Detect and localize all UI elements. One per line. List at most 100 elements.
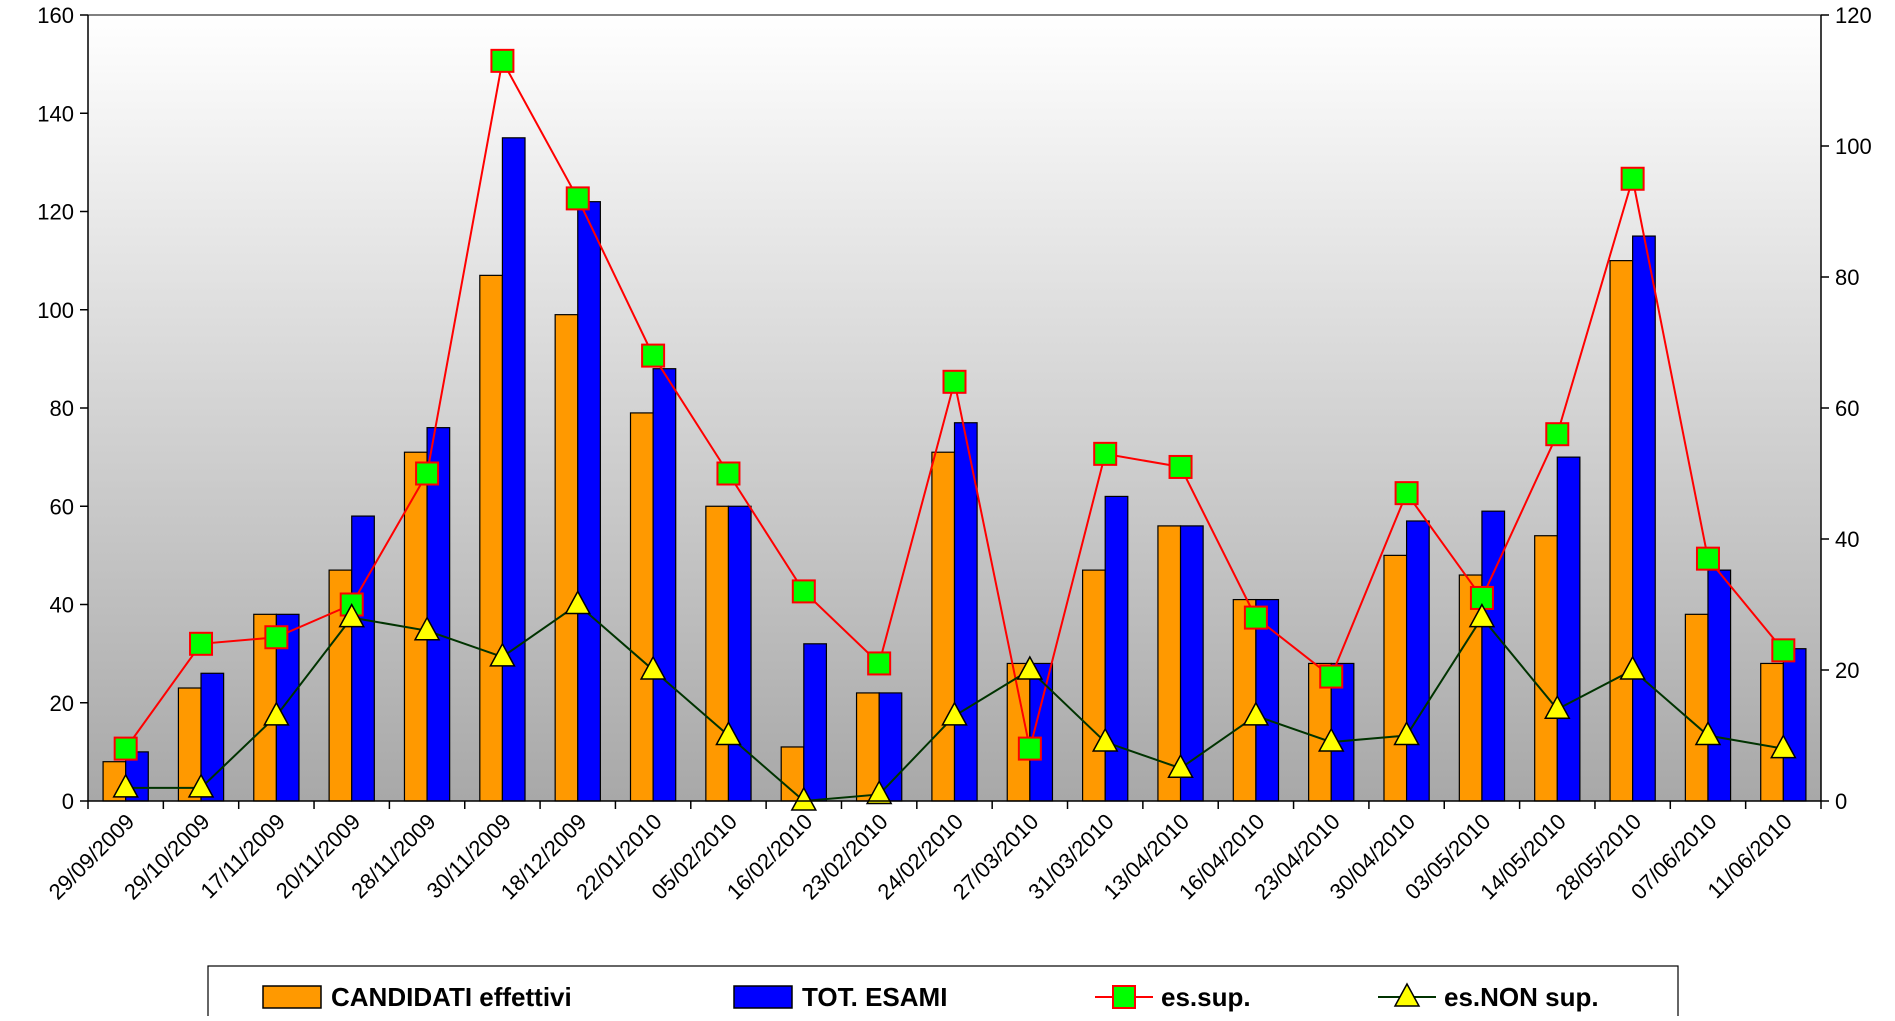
- point-es-non-sup: [1544, 694, 1571, 720]
- y-left-tick-label: 80: [50, 396, 74, 421]
- lines-layer: [112, 48, 1797, 811]
- y-left-tick-label: 120: [37, 200, 74, 225]
- point-es-sup: [565, 186, 590, 211]
- point-es-non-sup: [112, 773, 139, 798]
- y-right-tick-label: 100: [1835, 134, 1872, 159]
- bar-tot-esami: [727, 505, 752, 802]
- bar-tot-esami: [501, 137, 526, 802]
- y-left-tick-label: 160: [37, 3, 74, 28]
- bar-candidati: [1534, 535, 1558, 802]
- bar-tot-esami: [1782, 648, 1807, 802]
- point-es-sup: [1545, 422, 1570, 447]
- bar-tot-esami: [1632, 235, 1656, 802]
- point-es-sup: [1017, 736, 1042, 761]
- point-es-sup: [490, 48, 515, 73]
- bar-tot-esami: [1405, 520, 1430, 802]
- point-es-non-sup: [1242, 701, 1270, 726]
- point-es-sup: [189, 631, 214, 656]
- point-es-sup: [716, 461, 741, 486]
- bar-candidati: [479, 274, 504, 802]
- point-es-non-sup: [564, 589, 592, 615]
- legend-swatch-candidati: [262, 985, 322, 1009]
- point-es-non-sup: [865, 779, 893, 805]
- point-es-sup: [1319, 664, 1344, 689]
- bar-tot-esami: [1104, 495, 1129, 802]
- legend-label-candidati: CANDIDATI effettivi: [331, 982, 572, 1012]
- point-es-sup: [264, 625, 289, 650]
- point-es-sup: [791, 579, 816, 604]
- point-es-non-sup: [187, 773, 215, 798]
- y-left-tick-label: 40: [50, 593, 74, 618]
- point-es-non-sup: [489, 642, 516, 667]
- y-left-tick-label: 60: [50, 494, 74, 519]
- point-es-non-sup: [715, 720, 742, 746]
- bar-tot-esami: [652, 368, 677, 802]
- point-es-non-sup: [338, 603, 365, 628]
- bar-candidati: [1760, 662, 1784, 802]
- bar-candidati: [1081, 569, 1106, 802]
- bar-tot-esami: [1255, 598, 1280, 802]
- y-right-tick-label: 20: [1835, 658, 1859, 683]
- legend-swatch-tot-esami: [733, 985, 793, 1009]
- y-left-tick-label: 0: [62, 789, 74, 814]
- y-right-tick-label: 120: [1835, 3, 1872, 28]
- point-es-sup: [1243, 605, 1268, 630]
- point-es-sup: [1168, 454, 1193, 479]
- bar-candidati: [705, 505, 730, 802]
- y-left-tick-label: 140: [37, 101, 74, 126]
- legend-label-es-non-sup: es.NON sup.: [1444, 982, 1599, 1012]
- bar-candidati: [931, 451, 956, 802]
- y-right-tick-label: 40: [1835, 527, 1859, 552]
- bar-candidati: [1157, 525, 1182, 802]
- bar-candidati: [1383, 554, 1408, 802]
- bar-candidati: [855, 692, 880, 802]
- y-right-tick-label: 80: [1835, 265, 1859, 290]
- bar-candidati: [1232, 598, 1257, 802]
- point-es-non-sup: [1167, 753, 1194, 778]
- point-es-sup: [942, 369, 967, 394]
- point-es-non-sup: [1393, 720, 1420, 746]
- legend-label-tot-esami: TOT. ESAMI: [802, 982, 947, 1012]
- point-es-non-sup: [790, 786, 818, 811]
- bar-candidati: [1609, 260, 1634, 802]
- bar-candidati: [629, 412, 654, 802]
- point-es-non-sup: [941, 701, 968, 726]
- point-es-non-sup: [1317, 727, 1345, 752]
- y-right-tick-label: 60: [1835, 396, 1859, 421]
- bar-tot-esami: [1556, 456, 1581, 802]
- point-es-sup: [1394, 481, 1419, 506]
- point-es-sup: [1695, 546, 1720, 571]
- point-es-non-sup: [413, 616, 441, 641]
- point-es-sup: [1620, 166, 1645, 191]
- point-es-non-sup: [639, 655, 667, 680]
- point-es-sup: [867, 651, 892, 676]
- bar-tot-esami: [878, 692, 903, 802]
- bar-tot-esami: [577, 201, 601, 802]
- point-es-non-sup: [1091, 727, 1119, 752]
- point-es-sup: [1093, 441, 1118, 466]
- y-left-tick-label: 20: [50, 691, 74, 716]
- bar-tot-esami: [803, 643, 828, 802]
- point-es-non-sup: [1468, 603, 1496, 628]
- point-es-non-sup: [1770, 734, 1797, 759]
- legend-marker-es-sup: [1112, 985, 1136, 1009]
- bar-tot-esami: [351, 515, 375, 802]
- y-left-tick-label: 100: [37, 298, 74, 323]
- legend-box: [207, 965, 1679, 1021]
- point-es-non-sup: [1694, 720, 1722, 746]
- legend: CANDIDATI effettivi TOT. ESAMI es.sup. es.N…: [207, 965, 1679, 1021]
- point-es-sup: [415, 461, 440, 486]
- bar-tot-esami: [1707, 569, 1732, 802]
- point-es-sup: [1771, 638, 1796, 663]
- point-es-non-sup: [1619, 655, 1646, 680]
- legend-label-es-sup: es.sup.: [1161, 982, 1251, 1012]
- bar-candidati: [554, 314, 579, 802]
- point-es-sup: [113, 736, 138, 761]
- point-es-non-sup: [263, 701, 290, 726]
- bar-candidati: [1684, 613, 1709, 802]
- point-es-sup: [641, 343, 666, 368]
- point-es-non-sup: [1016, 655, 1044, 680]
- legend-marker-es-non-sup: [1393, 982, 1421, 1007]
